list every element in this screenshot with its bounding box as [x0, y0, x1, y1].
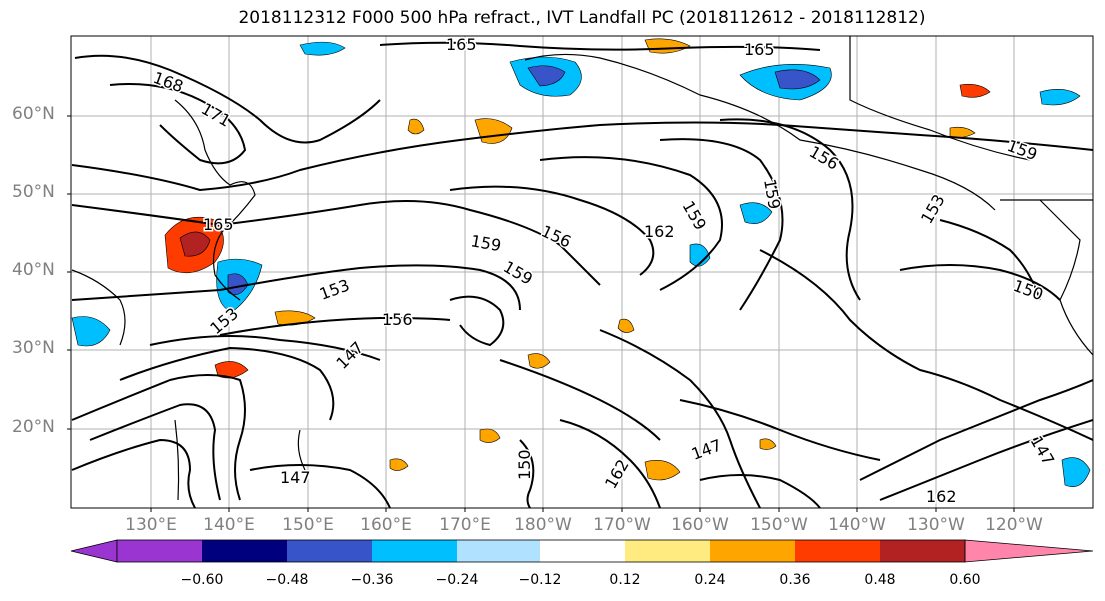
positive-anomaly-patch — [644, 460, 681, 481]
ivt-shading — [71, 38, 1091, 487]
lat-label: 60°N — [12, 104, 55, 124]
colorbar-segment — [202, 540, 287, 562]
colorbar-tick-label: 0.24 — [694, 572, 726, 588]
colorbar-frame — [116, 539, 966, 563]
lon-label: 130°W — [907, 515, 965, 535]
positive-anomaly-patch — [759, 438, 777, 450]
negative-anomaly-patch — [299, 41, 346, 56]
colorbar-segment — [287, 540, 372, 562]
lon-label: 170°E — [439, 515, 491, 535]
chart-title: 2018112312 F000 500 hPa refract., IVT La… — [238, 8, 926, 28]
colorbar-extend-high — [964, 539, 1094, 563]
positive-anomaly-core — [179, 231, 211, 257]
colorbar-segment — [625, 540, 710, 562]
colorbar-tick-label: −0.12 — [518, 572, 562, 588]
lon-label: 140°E — [203, 515, 255, 535]
positive-anomaly-patch — [527, 353, 551, 369]
lon-label: 160°E — [360, 515, 412, 535]
contour-label: 165 — [203, 215, 234, 234]
colorbar-segment — [540, 540, 625, 562]
lon-label: 180°W — [514, 515, 572, 535]
contour-label: 162 — [644, 222, 675, 241]
positive-anomaly-patch — [389, 458, 409, 471]
lat-label: 40°N — [12, 260, 55, 280]
colorbar-segment — [880, 540, 965, 562]
negative-anomaly-patch — [1039, 88, 1081, 106]
positive-anomaly-patch — [214, 361, 249, 379]
refractivity-contours — [71, 41, 1093, 508]
negative-anomaly-patch — [689, 243, 711, 267]
lon-label: 130°E — [125, 515, 177, 535]
colorbar-tick-label: 0.60 — [949, 572, 981, 588]
colorbar-extend-low — [70, 539, 118, 563]
colorbar-tick-label: 0.36 — [779, 572, 811, 588]
contour-label: 150 — [515, 449, 534, 480]
lon-label: 170°W — [593, 515, 651, 535]
colorbar-tick-label: −0.60 — [180, 572, 224, 588]
negative-anomaly-patch — [71, 316, 111, 347]
colorbar-tick-label: −0.48 — [265, 572, 309, 588]
lat-label: 30°N — [12, 338, 55, 358]
contour-label: 165 — [446, 35, 477, 54]
colorbar-tick-label: 0.12 — [609, 572, 641, 588]
lat-label: 20°N — [12, 417, 55, 437]
lon-label: 160°W — [671, 515, 729, 535]
contour-label: 162 — [926, 487, 957, 506]
negative-anomaly-patch — [1061, 457, 1091, 487]
positive-anomaly-patch — [959, 84, 991, 98]
negative-anomaly-core — [774, 69, 821, 90]
colorbar-tick-label: −0.24 — [435, 572, 479, 588]
colorbar-segment — [457, 540, 540, 562]
coastlines — [71, 36, 1093, 501]
positive-anomaly-patch — [479, 428, 501, 443]
colorbar-segment — [372, 540, 457, 562]
colorbar-tick-label: 0.48 — [864, 572, 896, 588]
negative-anomaly-patch — [739, 202, 773, 224]
contour-label: 165 — [744, 40, 775, 59]
lon-label: 150°E — [282, 515, 334, 535]
negative-anomaly-core — [527, 65, 566, 87]
map-ticks — [67, 115, 1015, 512]
contour-label: 156 — [382, 310, 413, 329]
positive-anomaly-patch — [617, 318, 635, 333]
lat-label: 50°N — [12, 182, 55, 202]
colorbar-segment — [710, 540, 795, 562]
colorbar-segment — [795, 540, 880, 562]
lon-label: 150°W — [750, 515, 808, 535]
lon-label: 120°W — [985, 515, 1043, 535]
colorbar-segment — [117, 540, 202, 562]
colorbar-tick-label: −0.36 — [350, 572, 394, 588]
contour-label: 147 — [280, 468, 311, 487]
lon-label: 140°W — [828, 515, 886, 535]
positive-anomaly-patch — [407, 118, 425, 135]
